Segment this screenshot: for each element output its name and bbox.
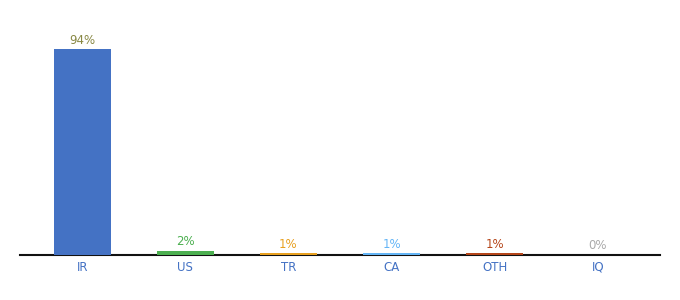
Text: 1%: 1% [382,238,401,250]
Text: 1%: 1% [279,238,298,250]
Bar [363,253,420,255]
Text: 0%: 0% [588,239,607,252]
Bar [466,253,523,255]
Bar [157,250,214,255]
Bar [260,253,317,255]
Text: 94%: 94% [69,34,95,47]
Text: 2%: 2% [176,236,194,248]
Text: 1%: 1% [486,238,504,250]
Bar [54,49,111,255]
